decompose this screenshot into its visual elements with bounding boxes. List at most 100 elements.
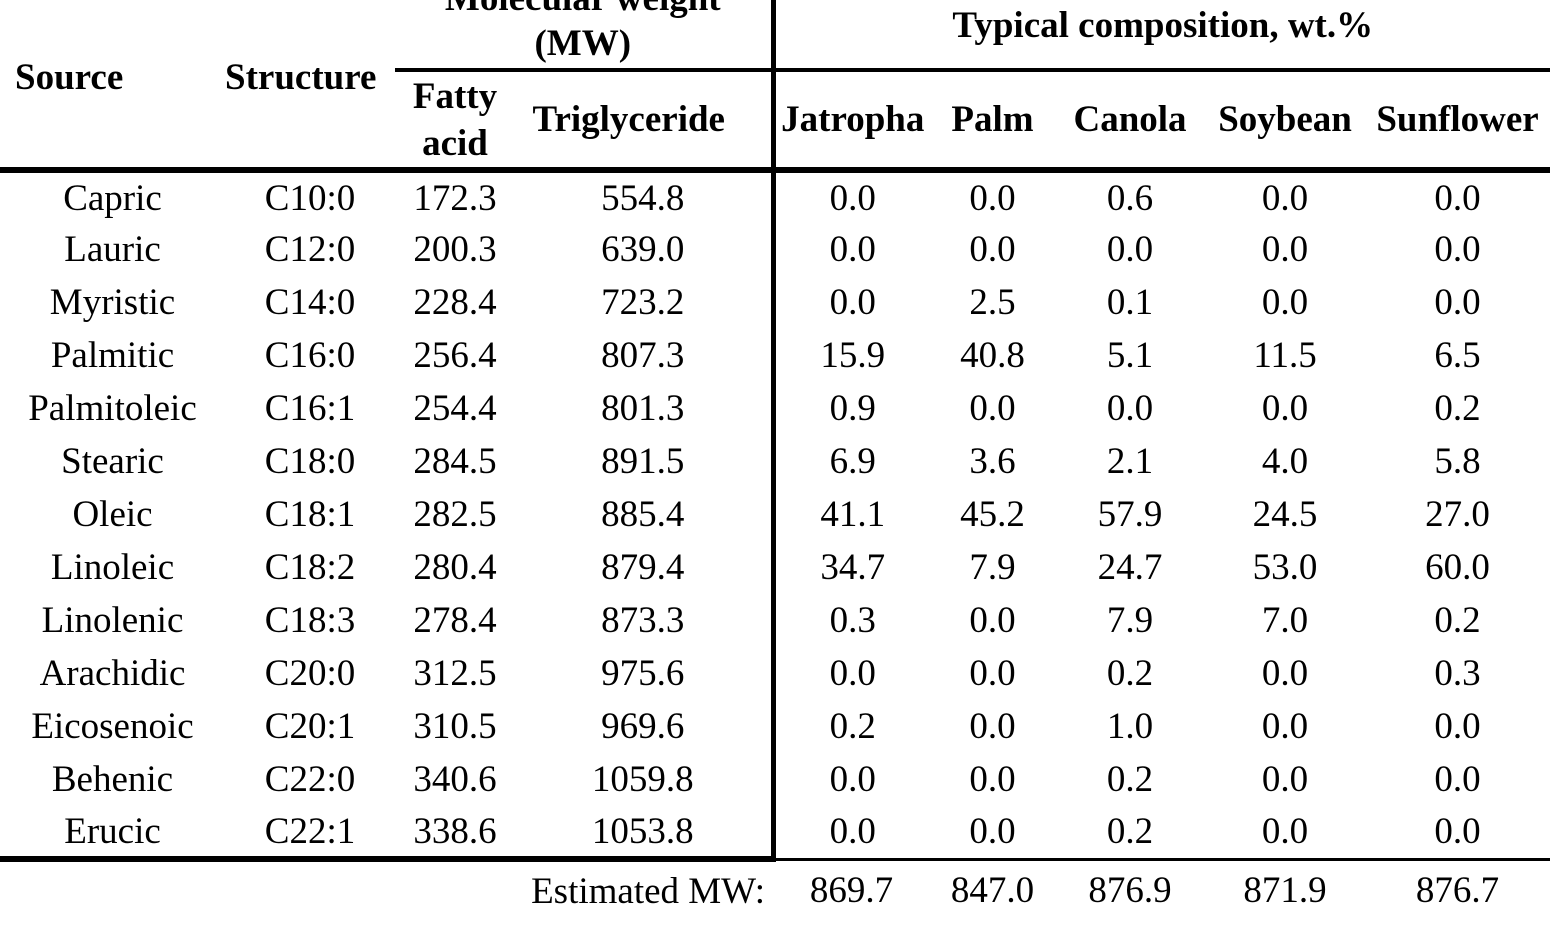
cell-source: Behenic [51,759,174,800]
cell-fatty-acid-mw: 310.5 [413,706,497,747]
table-header: Source Structure Molecular weight (MW) T… [0,0,1550,173]
cell-fatty-acid-mw: 282.5 [413,494,497,535]
cell-palm: 45.2 [960,494,1025,535]
cell-jatropha: 0.0 [770,647,931,700]
estimated-mw-canola: 876.9 [1088,869,1172,911]
cell-jatropha: 0.0 [770,276,931,329]
cell-canola: 0.6 [1106,177,1154,219]
header-source: Source [0,0,225,173]
cell-soybean: 11.5 [1253,335,1317,376]
cell-soybean: 24.5 [1252,494,1318,535]
cell-jatropha: 0.0 [770,223,931,276]
header-column-row: Fatty acid Triglyceride Jatropha Palm Ca… [0,70,1550,173]
cell-soybean: 4.0 [1261,441,1309,482]
table-row: Palmitic C16:0 256.4 807.3 15.9 40.8 5.1… [0,329,1550,382]
cell-source: Linolenic [41,600,184,641]
cell-structure: C22:1 [225,806,395,862]
cell-fatty-acid-mw: 278.4 [413,600,497,641]
cell-source: Stearic [61,441,164,482]
cell-sunflower: 0.0 [1365,806,1550,861]
cell-structure: C18:2 [264,547,356,588]
header-triglyceride: Triglyceride [515,70,774,173]
cell-fatty-acid-mw: 280.4 [413,547,497,588]
cell-canola: 2.1 [1106,441,1154,482]
cell-jatropha: 0.9 [770,382,931,435]
cell-source: Lauric [64,229,161,270]
estimated-mw-jatropha: 869.7 [809,869,894,911]
cell-structure: C18:0 [264,441,356,482]
cell-palm: 3.6 [969,441,1016,482]
table-row: Eicosenoic C20:1 310.5 969.6 0.2 0.0 1.0… [0,700,1550,753]
table-row: Linolenic C18:3 278.4 873.3 0.3 0.0 7.9 … [0,594,1550,647]
cell-source: Palmitic [50,335,175,376]
cell-sunflower: 60.0 [1425,547,1490,588]
cell-fatty-acid-mw: 200.3 [413,229,497,270]
cell-triglyceride-mw: 885.4 [601,494,685,535]
cell-palm: 0.0 [930,806,1056,861]
table-row: Palmitoleic C16:1 254.4 801.3 0.9 0.0 0.… [0,382,1550,435]
cell-sunflower: 27.0 [1425,494,1490,535]
cell-soybean: 0.0 [1261,706,1309,747]
cell-palm: 2.5 [969,282,1016,323]
cell-jatropha: 0.2 [770,700,931,753]
cell-triglyceride-mw: 554.8 [601,177,685,219]
table-row: Myristic C14:0 228.4 723.2 0.0 2.5 0.1 0… [0,276,1550,329]
cell-fatty-acid-mw: 228.4 [413,282,497,323]
cell-palm: 0.0 [969,229,1016,270]
cell-canola: 0.0 [1106,229,1154,270]
header-molecular-weight-line1: Molecular weight [395,0,771,21]
cell-structure: C22:0 [264,759,356,800]
cell-structure: C16:1 [264,388,356,429]
cell-triglyceride-mw: 873.3 [601,600,685,641]
cell-sunflower: 0.2 [1434,600,1481,641]
header-molecular-weight-group: Molecular weight (MW) [395,0,774,72]
cell-palm: 0.0 [969,600,1016,641]
cell-source: Arachidic [39,653,186,694]
cell-source: Linoleic [50,547,175,588]
cell-jatropha: 15.9 [770,329,931,382]
cell-structure: C18:3 [264,600,356,641]
cell-jatropha: 0.0 [770,170,931,223]
cell-palm: 0.0 [969,706,1016,747]
table-row: Behenic C22:0 340.6 1059.8 0.0 0.0 0.2 0… [0,753,1550,806]
table-row: Erucic C22:1 338.6 1053.8 0.0 0.0 0.2 0.… [0,806,1550,862]
cell-soybean: 53.0 [1252,547,1318,588]
cell-canola: 0.2 [1106,653,1154,694]
cell-sunflower: 0.0 [1434,229,1481,270]
cell-triglyceride-mw: 891.5 [601,441,685,482]
cell-canola: 0.2 [1106,759,1154,800]
cell-canola: 5.1 [1106,335,1154,376]
header-jatropha: Jatropha [770,70,931,173]
estimated-mw-row: Estimated MW: 869.7 847.0 876.9 871.9 87… [0,859,1550,920]
header-group-row: Source Structure Molecular weight (MW) T… [0,0,1550,173]
cell-sunflower: 0.0 [1434,706,1481,747]
cell-palm: 0.0 [969,388,1016,429]
header-soybean: Soybean [1205,70,1366,173]
cell-canola: 0.2 [1055,806,1206,861]
cell-source: Oleic [72,494,153,535]
cell-palm: 7.9 [969,547,1016,588]
cell-canola: 7.9 [1106,600,1154,641]
cell-fatty-acid-mw: 284.5 [413,441,497,482]
cell-soybean: 7.0 [1261,600,1309,641]
cell-sunflower: 6.5 [1434,335,1481,376]
estimated-mw-palm: 847.0 [950,869,1035,911]
cell-structure: C14:0 [264,282,356,323]
cell-structure: C10:0 [264,177,356,219]
cell-sunflower: 0.0 [1434,759,1481,800]
table-body: Capric C10:0 172.3 554.8 0.0 0.0 0.6 0.0… [0,170,1550,862]
cell-jatropha: 0.0 [770,806,931,861]
cell-fatty-acid-mw: 340.6 [413,759,497,800]
header-structure: Structure [225,0,395,173]
cell-soybean: 0.0 [1261,388,1309,429]
table-row: Arachidic C20:0 312.5 975.6 0.0 0.0 0.2 … [0,647,1550,700]
cell-soybean: 0.0 [1261,653,1309,694]
cell-canola: 24.7 [1097,547,1163,588]
cell-triglyceride-mw: 807.3 [601,335,685,376]
cell-jatropha: 0.0 [770,753,931,806]
header-molecular-weight-line2: (MW) [534,23,632,64]
header-sunflower: Sunflower [1365,70,1550,173]
table-row: Linoleic C18:2 280.4 879.4 34.7 7.9 24.7… [0,541,1550,594]
cell-fatty-acid-mw: 254.4 [413,388,497,429]
table-row: Stearic C18:0 284.5 891.5 6.9 3.6 2.1 4.… [0,435,1550,488]
